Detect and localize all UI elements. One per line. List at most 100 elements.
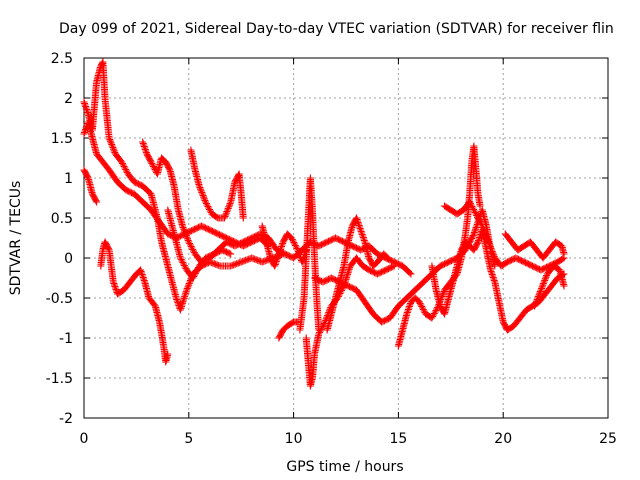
data-point: [215, 261, 223, 269]
data-point: [193, 267, 201, 274]
data-point: [180, 260, 188, 268]
x-tick-label: 25: [599, 431, 617, 447]
data-point: [542, 273, 550, 281]
data-point: [537, 286, 545, 294]
y-tick-label: -0.5: [46, 291, 73, 307]
data-point: [107, 139, 115, 147]
data-point: [478, 221, 485, 228]
data-point: [92, 197, 100, 205]
data-point: [122, 167, 130, 175]
data-point: [560, 282, 568, 290]
y-tick-label: -1: [59, 331, 73, 347]
data-point: [478, 222, 486, 230]
data-point: [476, 202, 484, 210]
data-point: [173, 296, 181, 303]
data-point: [121, 164, 129, 172]
data-point: [177, 304, 185, 312]
data-point: [142, 147, 150, 155]
data-point: [196, 184, 204, 192]
data-point: [480, 225, 487, 233]
data-point: [191, 271, 199, 279]
x-tick-label: 5: [184, 431, 193, 447]
data-point: [192, 268, 200, 276]
data-point: [206, 206, 213, 213]
data-point: [538, 283, 546, 291]
data-point: [531, 300, 539, 308]
data-point: [110, 147, 118, 155]
data-point: [221, 212, 229, 220]
data-point: [419, 304, 426, 312]
data-point: [185, 280, 193, 288]
data-point: [148, 160, 156, 167]
data-point: [184, 283, 192, 291]
data-point: [187, 243, 195, 250]
y-tick-label: 0.5: [51, 211, 73, 227]
series-arc-9: [275, 318, 302, 342]
data-point: [273, 256, 281, 264]
data-point: [236, 259, 244, 267]
data-point: [472, 210, 480, 218]
data-point: [106, 137, 114, 145]
data-point: [209, 259, 217, 267]
data-point: [429, 313, 437, 320]
data-point: [108, 142, 116, 150]
data-point: [389, 263, 397, 271]
data-point: [467, 200, 474, 207]
data-point: [109, 144, 117, 152]
data-point: [315, 330, 323, 338]
x-tick-label: 0: [80, 431, 89, 447]
data-point: [197, 187, 205, 195]
data-point: [419, 306, 427, 313]
data-point: [203, 201, 211, 209]
data-point: [230, 261, 238, 269]
data-point: [384, 254, 392, 262]
data-point: [179, 298, 187, 306]
data-point: [486, 241, 494, 249]
data-series: [80, 58, 568, 390]
data-point: [474, 215, 482, 222]
data-point: [254, 256, 262, 264]
data-point: [480, 227, 488, 235]
data-point: [200, 193, 208, 201]
data-point: [180, 227, 188, 235]
data-point: [470, 207, 478, 215]
data-point: [185, 238, 193, 246]
data-point: [227, 250, 235, 258]
data-point: [177, 256, 185, 263]
data-point: [186, 278, 194, 286]
data-point: [487, 244, 495, 252]
data-point: [84, 173, 91, 181]
data-point: [534, 292, 542, 300]
data-point: [186, 241, 194, 249]
data-point: [179, 222, 186, 230]
series-arc-15: [428, 226, 568, 334]
data-point: [470, 228, 478, 236]
data-point: [183, 233, 191, 241]
data-point: [198, 190, 206, 198]
data-point: [194, 265, 202, 273]
data-point: [179, 224, 187, 232]
data-point: [383, 253, 391, 261]
data-point: [485, 240, 493, 248]
data-point: [140, 141, 148, 149]
data-point: [119, 161, 127, 169]
data-point: [278, 243, 285, 250]
data-point: [316, 329, 323, 336]
data-point: [345, 265, 353, 273]
data-point: [316, 327, 324, 335]
data-point: [182, 232, 190, 240]
data-point: [470, 206, 478, 213]
data-point: [535, 291, 543, 299]
data-point: [467, 236, 475, 244]
data-point: [490, 252, 498, 260]
data-point: [415, 298, 423, 306]
data-point: [486, 243, 494, 251]
data-point: [390, 262, 398, 270]
data-point: [191, 270, 199, 277]
data-point: [291, 240, 299, 248]
data-point: [536, 288, 544, 296]
y-axis-label: SDTVAR / TECUs: [8, 181, 24, 296]
data-point: [110, 145, 118, 153]
data-point: [225, 203, 233, 211]
